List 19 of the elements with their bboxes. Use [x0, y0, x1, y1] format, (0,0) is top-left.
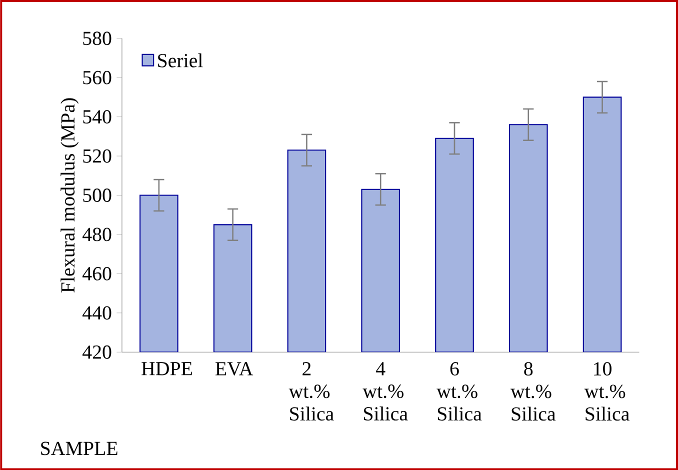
legend-label: Seriel [158, 53, 203, 68]
y-tick-label: 500 [83, 188, 112, 202]
x-tick-label: 6 wt.% Silica [436, 362, 482, 420]
y-axis-title: Flexural modulus (MPa) [60, 98, 79, 292]
y-tick-label: 540 [83, 110, 112, 124]
x-axis-title: SAMPLE [41, 442, 118, 455]
x-tick-label: HDPE [142, 362, 192, 376]
x-tick-label: EVA [215, 362, 254, 376]
x-tick-label: 10 wt.% Silica [584, 362, 630, 421]
x-tick-label: 8 wt.% Silica [510, 362, 556, 421]
y-tick-label: 480 [82, 228, 112, 242]
y-tick-label: 580 [83, 32, 112, 45]
x-tick-label: 4 wt.% Silica [362, 362, 408, 420]
y-tick-label: 440 [82, 306, 112, 320]
y-tick-label: 560 [83, 70, 112, 84]
x-tick-label: 2 wt.% Silica [288, 362, 334, 420]
y-tick-label: 520 [83, 149, 112, 163]
y-tick-label: 420 [82, 345, 112, 359]
y-tick-label: 460 [82, 266, 112, 280]
